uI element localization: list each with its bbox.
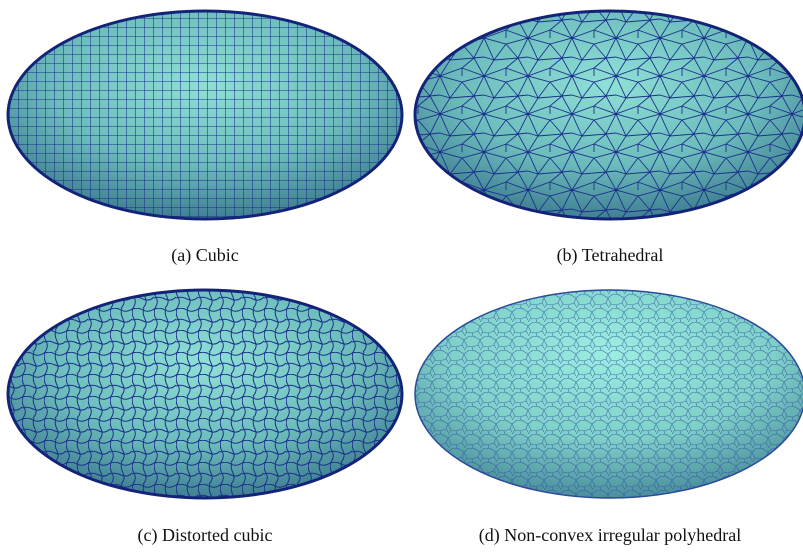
tetrahedral-mesh bbox=[410, 0, 803, 230]
caption: (c) Distorted cubic bbox=[138, 525, 273, 546]
figure: (a) Cubic (b) Tetrahedral (c) Distorted … bbox=[0, 0, 803, 552]
caption: (a) Cubic bbox=[171, 245, 238, 266]
cubic-mesh bbox=[0, 0, 410, 230]
caption: (d) Non-convex irregular polyhedral bbox=[479, 525, 741, 546]
caption: (b) Tetrahedral bbox=[557, 245, 664, 266]
polyhedral-mesh bbox=[410, 285, 803, 505]
distorted-cubic-mesh bbox=[0, 285, 410, 505]
